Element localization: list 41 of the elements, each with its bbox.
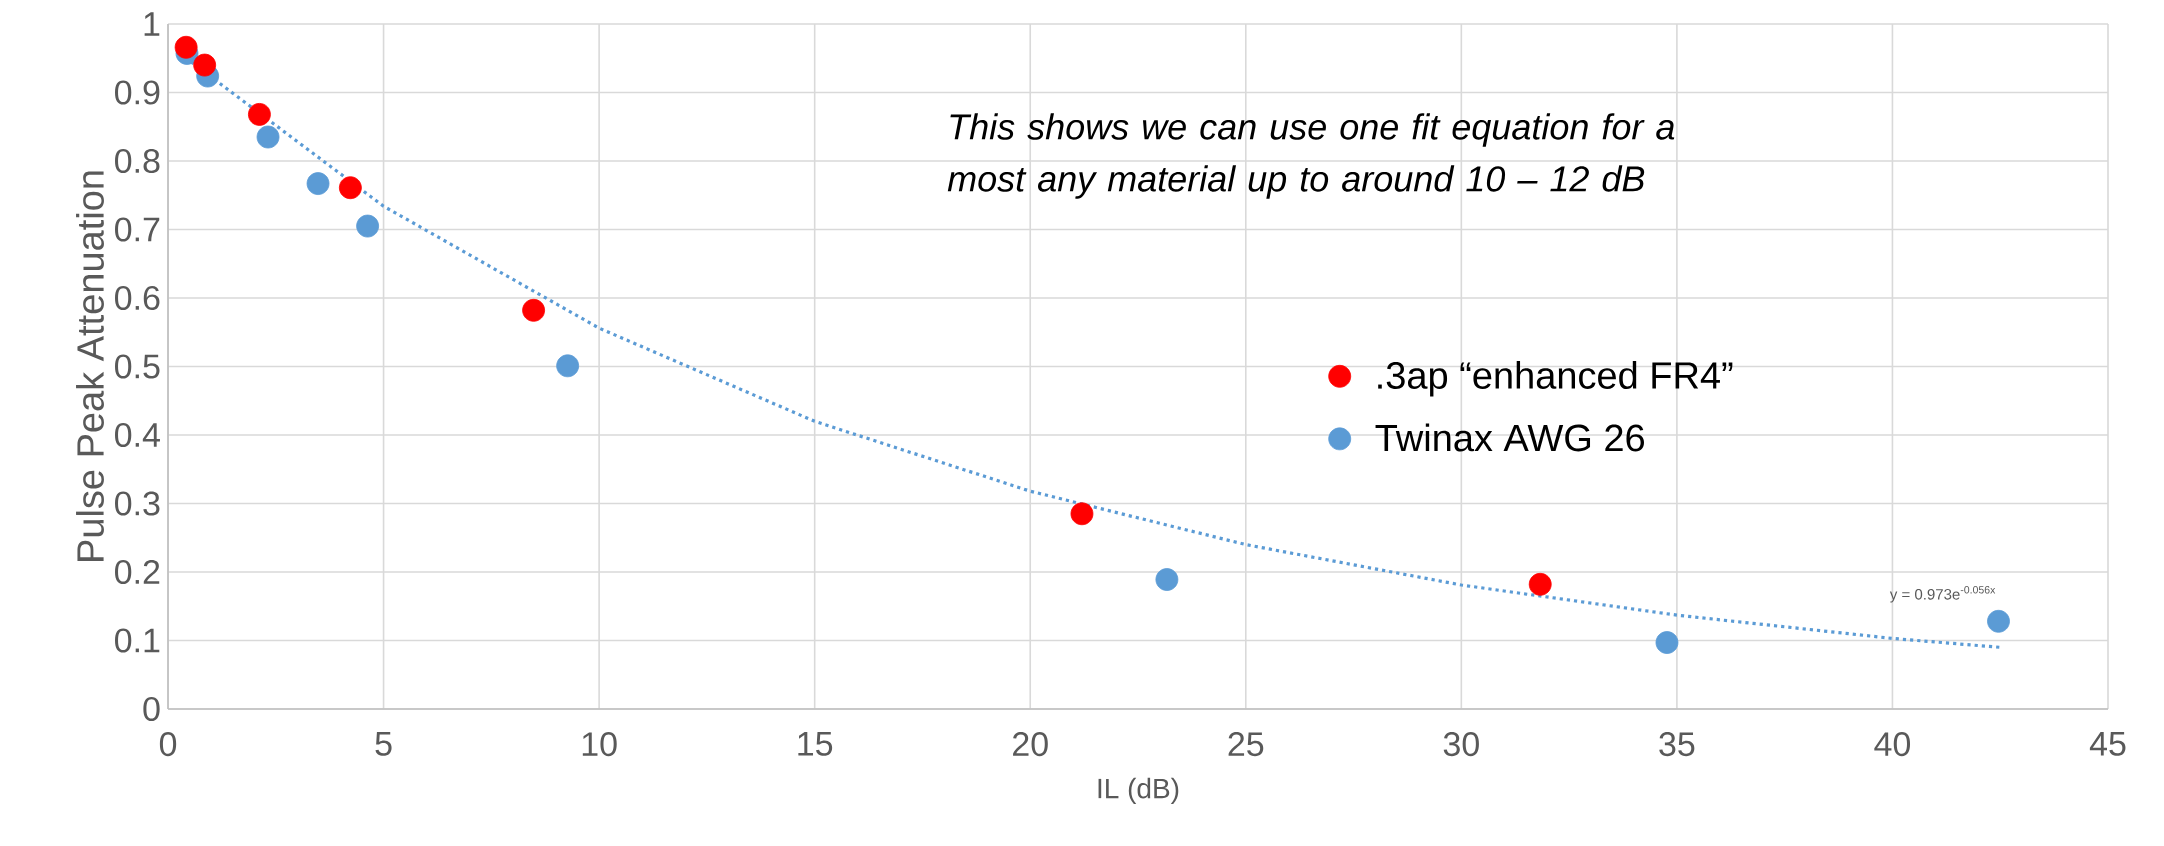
y-tick-label: 1	[144, 12, 160, 36]
y-tick-label: 0.7	[115, 217, 160, 242]
y-tick-label: 0.9	[115, 80, 160, 105]
y-tick-label: 0.8	[115, 148, 160, 174]
point	[174, 35, 198, 59]
x-tick-label: 25	[1228, 732, 1264, 757]
legend-label: Twinax AWG 26	[1375, 423, 1644, 452]
annotation: y = 0.973e$^{-0.056x}$	[1889, 586, 1996, 603]
x-tick-label: 45	[2089, 732, 2126, 756]
x-tick-label: 15	[798, 732, 833, 756]
y-tick-label: 0.3	[115, 491, 160, 516]
point	[522, 298, 545, 322]
y-tick-label: 0.2	[115, 559, 160, 585]
point	[1155, 568, 1179, 591]
y-tick-label: 0.1	[115, 628, 160, 653]
point	[193, 53, 217, 77]
point	[556, 354, 580, 378]
y-tick-label: 0	[143, 696, 160, 722]
point	[256, 125, 280, 149]
annotation: This shows we can use one fit equation for a most any material up to around 10 – 12 dB	[947, 113, 1675, 199]
point	[306, 172, 330, 195]
x-tick-label: 35	[1659, 732, 1695, 757]
point	[1655, 631, 1679, 654]
y-tick-label: 0.6	[115, 285, 160, 311]
legend-label: .3ap “enhanced FR4”	[1378, 361, 1733, 397]
x-tick-label: 20	[1013, 732, 1048, 757]
point	[1070, 502, 1094, 526]
point	[1528, 572, 1552, 596]
x-axis-title: IL (dB)	[1098, 777, 1179, 804]
y-axis-title: Pulse Peak Attenuation	[76, 171, 104, 561]
point	[248, 103, 271, 126]
y-tick-label: 0.4	[115, 422, 160, 448]
x-tick-label: 30	[1443, 732, 1479, 757]
point	[1987, 609, 2010, 633]
y-tick-label: 0.5	[115, 354, 160, 379]
point	[338, 176, 362, 200]
x-tick-label: 5	[375, 732, 392, 756]
x-tick-label: 40	[1874, 732, 1911, 757]
x-tick-label: 10	[582, 732, 617, 757]
point	[356, 214, 380, 238]
x-tick-label: 0	[159, 732, 177, 757]
